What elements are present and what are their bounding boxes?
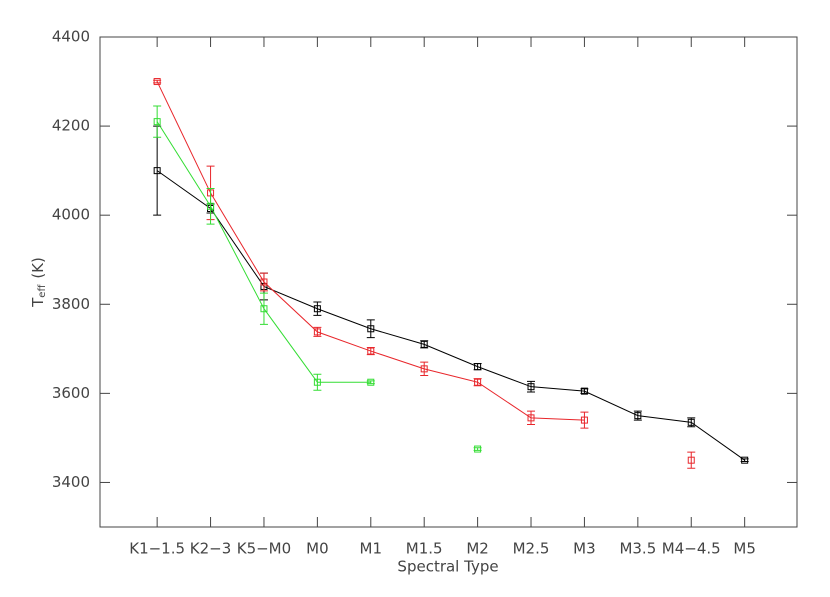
marker: [260, 278, 268, 286]
y-tick-label: 3600: [52, 384, 90, 402]
series-line: [157, 122, 477, 449]
marker: [474, 445, 482, 453]
x-tick-label: M3.5: [619, 540, 656, 558]
marker: [313, 328, 321, 336]
marker: [367, 325, 375, 333]
error-bar: [313, 301, 322, 316]
marker: [367, 347, 375, 355]
y-tick-label: 4200: [52, 117, 90, 135]
error-bar: [687, 451, 696, 469]
error-bar: [527, 380, 536, 393]
x-tick-label: K1−1.5: [129, 540, 185, 558]
error-bar: [527, 410, 536, 426]
marker: [260, 305, 268, 313]
marker: [634, 412, 642, 420]
error-bar: [580, 411, 589, 429]
marker: [474, 363, 482, 371]
marker: [687, 456, 695, 464]
error-bar: [259, 272, 268, 292]
marker: [420, 340, 428, 348]
marker: [687, 418, 695, 426]
error-bar: [206, 187, 215, 225]
error-bar: [420, 340, 429, 349]
x-tick-label: K2−3: [190, 540, 232, 558]
marker: [313, 305, 321, 313]
x-tick-label: M1.5: [406, 540, 443, 558]
y-label-sub: eff: [37, 284, 48, 298]
marker: [313, 378, 321, 386]
error-bar: [366, 346, 375, 356]
series-line: [156, 170, 745, 461]
error-bar: [259, 292, 268, 325]
x-tick-label: M0: [306, 540, 329, 558]
marker: [527, 383, 535, 391]
marker: [580, 387, 588, 395]
error-bar: [153, 105, 162, 138]
x-tick-label: M2: [466, 540, 489, 558]
y-axis-label: Teff (K): [29, 257, 49, 308]
marker: [420, 365, 428, 373]
x-tick-label: M1: [360, 540, 383, 558]
error-bar: [420, 361, 429, 377]
error-bar: [473, 378, 482, 387]
plot-frame: [99, 36, 798, 528]
y-tick-label: 4000: [52, 206, 90, 224]
marker: [580, 416, 588, 424]
marker: [474, 378, 482, 386]
marker: [153, 78, 161, 86]
marker: [207, 202, 215, 210]
x-tick-label: M2.5: [513, 540, 550, 558]
x-tick-label: M3: [573, 540, 596, 558]
x-tick-label: M5: [733, 540, 756, 558]
error-bar: [313, 373, 322, 391]
marker: [153, 118, 161, 126]
marker: [527, 414, 535, 422]
error-bar: [366, 319, 375, 339]
y-tick-label: 3400: [52, 473, 90, 491]
marker: [153, 167, 161, 175]
marker: [367, 378, 375, 386]
y-tick-label: 3800: [52, 295, 90, 313]
y-label-main: T: [29, 297, 47, 308]
y-tick-label: 4400: [52, 28, 90, 46]
marker: [741, 456, 749, 464]
x-tick-label: M4−4.5: [662, 540, 721, 558]
y-label-unit: (K): [29, 257, 47, 279]
x-axis-label: Spectral Type: [397, 558, 498, 576]
x-tick-label: K5−M0: [237, 540, 291, 558]
